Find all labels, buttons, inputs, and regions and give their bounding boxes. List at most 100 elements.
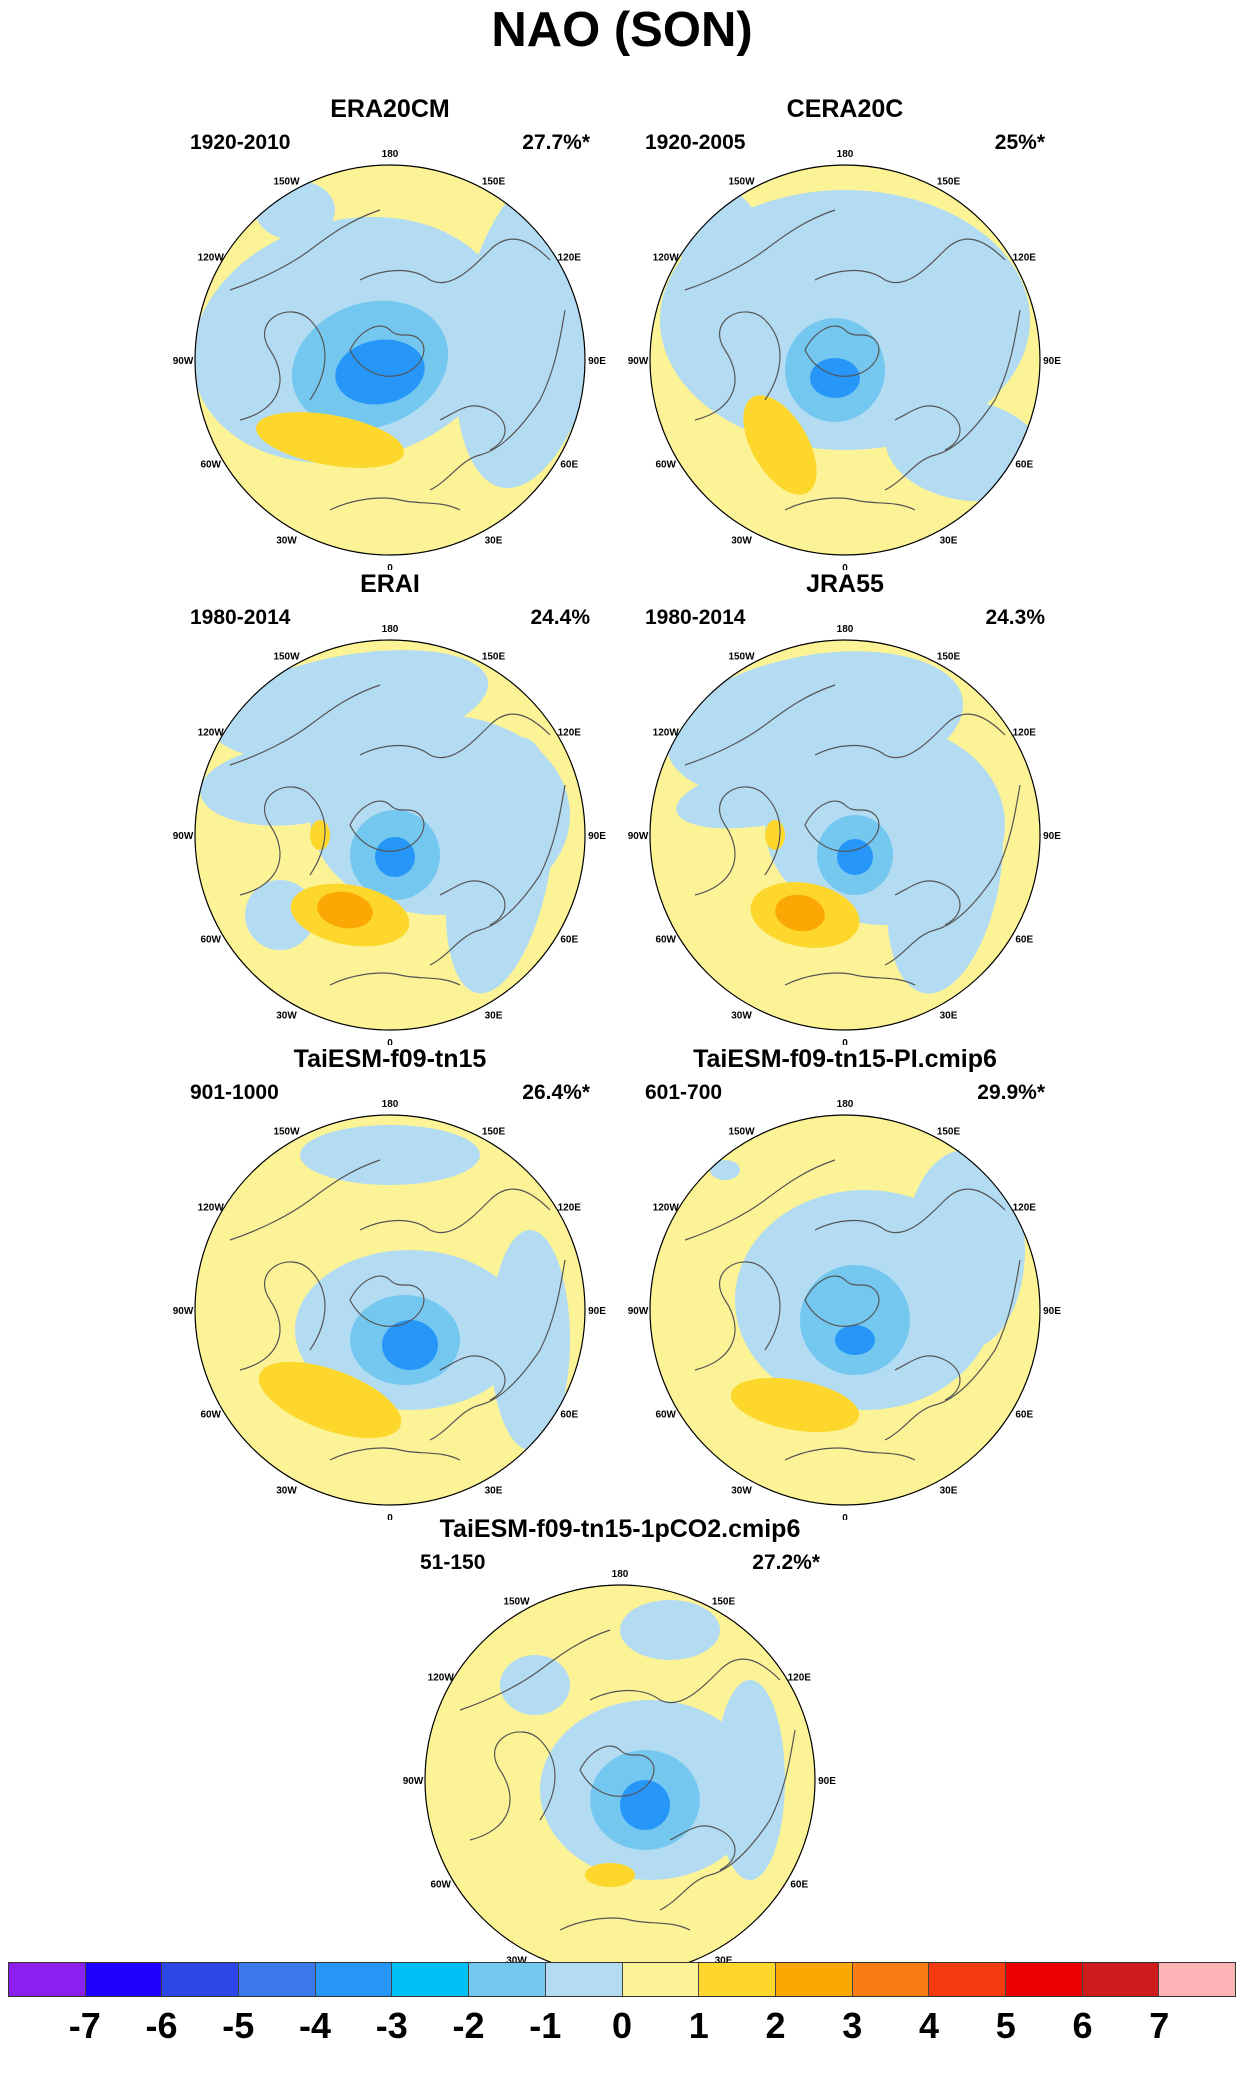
panel-title: ERAI (360, 570, 420, 598)
colorbar-swatch (469, 1963, 546, 1996)
panel-variance: 24.3% (985, 606, 1045, 629)
colorbar-swatch (162, 1963, 240, 1996)
longitude-label: 120E (558, 253, 582, 264)
contour-region (765, 820, 785, 850)
colorbar-label: -6 (145, 2005, 178, 2046)
colorbar-label: -4 (298, 2005, 332, 2046)
colorbar-label: 2 (765, 2005, 786, 2046)
longitude-label: 180 (382, 625, 399, 635)
longitude-label: 150W (273, 1127, 300, 1138)
map-panel: TaiESM-f09-tn15-PI.cmip6 601-700 29.9%* 180… (615, 1045, 1075, 1520)
longitude-label: 60E (790, 1880, 808, 1891)
contour-region (886, 756, 1004, 994)
longitude-label: 90W (628, 356, 649, 367)
coastline (469, 1731, 556, 1841)
contour-region (256, 412, 404, 468)
map-border (194, 164, 586, 556)
longitude-label: 180 (837, 1100, 854, 1110)
contour-region (200, 744, 380, 826)
contour-region (375, 837, 415, 877)
contour-region (810, 358, 860, 398)
contour-region (382, 1320, 438, 1370)
coastline (884, 1259, 1021, 1441)
longitude-label: 60W (655, 460, 676, 471)
colorbar-swatch (775, 1963, 853, 1996)
coastline (894, 1355, 961, 1401)
longitude-label: 120E (788, 1673, 812, 1684)
coastline (784, 1447, 916, 1461)
contour-region (258, 1361, 402, 1439)
coastline (669, 1825, 736, 1871)
map-border (194, 1114, 586, 1506)
map-border (649, 639, 1041, 1031)
colorbar-swatch (929, 1963, 1006, 1996)
colorbar-swatch (545, 1963, 623, 1996)
colorbar-labels: -7 -6 -5 -4 -3 -2 -1 0 1 2 3 4 5 6 7 (0, 2005, 1244, 2055)
longitude-label: 30E (485, 1010, 503, 1021)
map-panel: ERAI 1980-2014 24.4% 180 150E 120E 90E 60E 30E 0 3… (160, 570, 620, 1045)
colorbar-label: 7 (1149, 2005, 1170, 2046)
longitude-label: 90W (628, 831, 649, 842)
longitude-label: 30W (276, 1485, 297, 1496)
coastline (589, 1658, 781, 1704)
longitude-label: 30W (276, 535, 297, 546)
longitude-label: 120W (198, 253, 225, 264)
coastline (359, 1188, 551, 1234)
longitude-label: 120E (1013, 728, 1037, 739)
longitude-label: 60W (200, 1410, 221, 1421)
coastline (349, 1275, 425, 1327)
colorbar-label: 6 (1072, 2005, 1093, 2046)
panel-period: 51-150 (420, 1551, 486, 1574)
longitude-label: 90E (588, 1306, 606, 1317)
coastline (429, 309, 566, 491)
longitude-label: 180 (382, 1100, 399, 1110)
colorbar-swatch (315, 1963, 393, 1996)
colorbar-swatch (1005, 1963, 1083, 1996)
longitude-label: 30E (485, 535, 503, 546)
coastline (804, 1275, 880, 1327)
colorbar-label: -1 (529, 2005, 562, 2046)
longitude-label: 90E (588, 356, 606, 367)
coastline (694, 1261, 781, 1371)
contour-region (310, 820, 330, 850)
longitude-label: 60W (655, 1410, 676, 1421)
panel-variance: 26.4%* (522, 1081, 590, 1104)
longitude-label: 60E (560, 1410, 578, 1421)
longitude-label: 180 (612, 1570, 629, 1580)
map-border (649, 164, 1041, 556)
contour-region (317, 891, 373, 929)
longitude-label: 180 (382, 150, 399, 160)
coastline (814, 713, 1006, 759)
contour-region (730, 1377, 860, 1433)
longitude-label: 150W (728, 1127, 755, 1138)
contour-region (490, 1230, 570, 1450)
map-panel: JRA55 1980-2014 24.3% 180 150E 120E 90E 60E 30E 0… (615, 570, 1075, 1045)
longitude-label: 120E (558, 1203, 582, 1214)
longitude-label: 90W (173, 356, 194, 367)
contour-region (255, 180, 335, 240)
longitude-label: 150W (503, 1597, 530, 1608)
coastline (684, 209, 836, 291)
coastline (349, 325, 425, 377)
longitude-label: 120W (428, 1673, 455, 1684)
longitude-label: 90E (818, 1776, 836, 1787)
coastline (429, 784, 566, 966)
longitude-label: 60E (1015, 935, 1033, 946)
contour-region (710, 1160, 740, 1180)
longitude-label: 150E (482, 652, 506, 663)
longitude-label: 120E (1013, 1203, 1037, 1214)
longitude-label: 150E (937, 652, 961, 663)
panel-period: 601-700 (645, 1081, 723, 1104)
colorbar-swatch (1082, 1963, 1160, 1996)
longitude-label: 150W (273, 177, 300, 188)
longitude-label: 120E (558, 728, 582, 739)
coastline (329, 972, 461, 986)
coastline (239, 1261, 326, 1371)
panel-variance: 25%* (994, 131, 1045, 154)
longitude-label: 60E (560, 935, 578, 946)
coastline (459, 1629, 611, 1711)
